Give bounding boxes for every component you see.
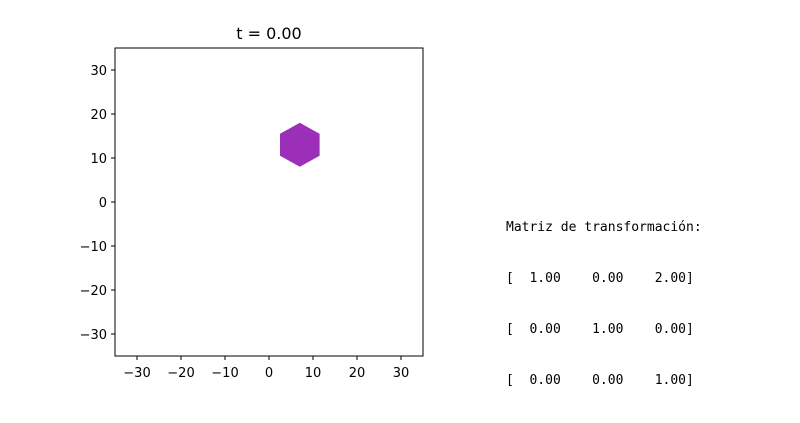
y-tick-label: 10 bbox=[90, 152, 107, 167]
y-tick-label: −20 bbox=[80, 284, 107, 299]
matrix-heading: Matriz de transformación: bbox=[506, 220, 702, 235]
y-tick-label: −10 bbox=[80, 240, 107, 255]
y-tick-label: 0 bbox=[99, 196, 107, 211]
y-tick-label: 30 bbox=[90, 64, 107, 79]
matrix-row-3: [ 0.00 0.00 1.00] bbox=[506, 373, 694, 388]
x-tick-label: −10 bbox=[211, 366, 238, 381]
y-tick-label: −30 bbox=[80, 328, 107, 343]
axes-frame bbox=[114, 47, 424, 357]
x-tick-label: 0 bbox=[265, 366, 273, 381]
figure: t = 0.00 −30 −20 −10 0 10 20 30 −30 −20 −10 0 10 20… bbox=[80, 24, 702, 388]
x-tick-label: 20 bbox=[349, 366, 366, 381]
chart-title: t = 0.00 bbox=[236, 24, 301, 43]
hexagon-shape bbox=[280, 122, 320, 167]
x-tick-label: −20 bbox=[167, 366, 194, 381]
x-tick-label: −30 bbox=[123, 366, 150, 381]
x-tick-label: 30 bbox=[393, 366, 410, 381]
x-axis: −30 −20 −10 0 10 20 30 bbox=[123, 356, 409, 381]
y-tick-label: 20 bbox=[90, 108, 107, 123]
matrix-row-1: [ 1.00 0.00 2.00] bbox=[506, 271, 694, 286]
x-tick-label: 10 bbox=[305, 366, 322, 381]
y-axis: −30 −20 −10 0 10 20 30 bbox=[80, 64, 115, 343]
matrix-row-2: [ 0.00 1.00 0.00] bbox=[506, 322, 694, 337]
plot-area: t = 0.00 −30 −20 −10 0 10 20 30 −30 −20 −10 0 10 20… bbox=[80, 24, 424, 381]
transformation-matrix-panel: Matriz de transformación: [ 1.00 0.00 2.… bbox=[506, 185, 702, 423]
